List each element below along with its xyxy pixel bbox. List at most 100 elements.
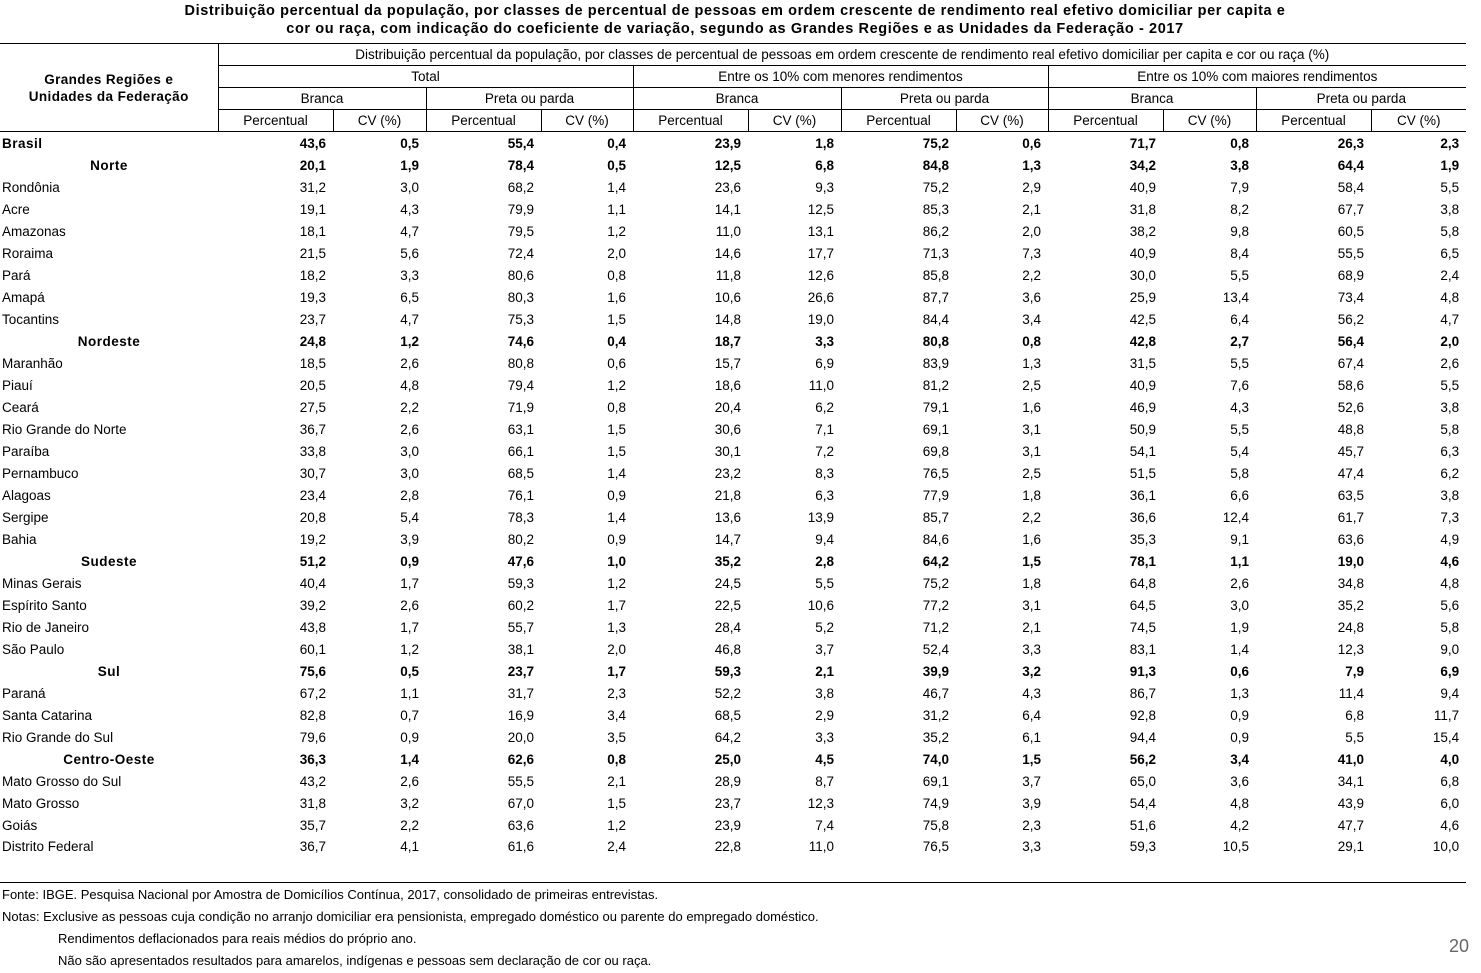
table-cell: 47,7	[1337, 817, 1364, 833]
table-cell: 2,3	[1440, 135, 1460, 151]
source-note: Fonte: IBGE. Pesquisa Nacional por Amost…	[2, 887, 659, 902]
table-cell: 3,3	[1022, 641, 1041, 657]
table-cell: 54,1	[1129, 443, 1156, 459]
table-cell: 68,5	[507, 465, 534, 481]
table-cell: 64,2	[714, 729, 741, 745]
table-cell: 51,6	[1129, 817, 1156, 833]
table-cell: 1,1	[1230, 553, 1249, 569]
table-cell: 8,2	[1230, 201, 1249, 217]
table-cell: 25,0	[714, 751, 741, 767]
table-cell: 2,2	[400, 817, 419, 833]
table-cell: 61,7	[1337, 509, 1364, 525]
measure-header: Percentual	[425, 109, 541, 132]
measure-header: Percentual	[840, 109, 956, 132]
table-cell: 13,1	[807, 223, 834, 239]
table-cell: 51,5	[1129, 465, 1156, 481]
table-row: Mato Grosso 31,8 3,2 67,0 1,5 23,7 12,3 74,9 3,9…	[0, 792, 1466, 814]
table-cell: 2,2	[400, 399, 419, 415]
table-cell: 6,5	[1440, 245, 1460, 261]
table-cell: 35,7	[299, 817, 326, 833]
table-cell: 46,9	[1129, 399, 1156, 415]
measure-header: CV (%)	[955, 109, 1048, 132]
table-cell: 13,4	[1222, 289, 1249, 305]
measure-header: Percentual	[217, 109, 333, 132]
table-cell: 1,6	[1022, 531, 1041, 547]
table-cell: 64,4	[1337, 157, 1364, 173]
table-cell: 5,5	[1345, 729, 1364, 745]
measure-header: CV (%)	[1370, 109, 1467, 132]
table-cell: 80,3	[507, 289, 534, 305]
row-label: São Paulo	[2, 641, 65, 657]
measure-header: CV (%)	[1162, 109, 1256, 132]
table-cell: 3,2	[1022, 663, 1041, 679]
table-row: Tocantins 23,7 4,7 75,3 1,5 14,8 19,0 84,4 3,4 42…	[0, 308, 1466, 330]
table-row: Acre 19,1 4,3 79,9 1,1 14,1 12,5 85,3 2,1 31,8 8,2…	[0, 198, 1466, 220]
table-cell: 2,2	[1022, 267, 1041, 283]
table-cell: 21,5	[299, 245, 326, 261]
measure-header: CV (%)	[540, 109, 633, 132]
table-cell: 23,2	[714, 465, 741, 481]
table-cell: 3,3	[815, 729, 834, 745]
table-cell: 27,5	[299, 399, 326, 415]
table-cell: 3,8	[1230, 157, 1249, 173]
table-cell: 52,4	[922, 641, 949, 657]
table-cell: 6,3	[1440, 443, 1460, 459]
row-label: Sul	[97, 663, 121, 679]
table-cell: 8,3	[815, 465, 834, 481]
subgroup-header: Preta ou parda	[840, 87, 1048, 110]
title-line-1: Distribuição percentual da população, po…	[184, 3, 1286, 19]
table-cell: 14,1	[714, 201, 741, 217]
subgroup-header: Preta ou parda	[425, 87, 633, 110]
table-cell: 1,4	[400, 751, 419, 767]
table-cell: 3,5	[607, 729, 626, 745]
table-cell: 2,0	[1440, 333, 1460, 349]
table-cell: 47,6	[507, 553, 534, 569]
table-cell: 1,4	[607, 179, 626, 195]
row-label: Paraná	[2, 685, 46, 701]
table-cell: 6,4	[1230, 311, 1249, 327]
table-cell: 75,2	[922, 179, 949, 195]
table-cell: 24,8	[299, 333, 326, 349]
table-cell: 84,4	[922, 311, 949, 327]
super-header: Distribuição percentual da população, po…	[217, 43, 1467, 66]
table-row: Sergipe 20,8 5,4 78,3 1,4 13,6 13,9 85,7 2,2 36,6…	[0, 506, 1466, 528]
table-cell: 20,5	[299, 377, 326, 393]
table-cell: 19,0	[807, 311, 834, 327]
table-row: Paraíba 33,8 3,0 66,1 1,5 30,1 7,2 69,8 3,1 54,1 5…	[0, 440, 1466, 462]
table-cell: 1,5	[1022, 553, 1041, 569]
row-label: Pernambuco	[2, 465, 79, 481]
table-cell: 3,6	[1022, 289, 1041, 305]
table-cell: 7,3	[1440, 509, 1460, 525]
table-row: Pernambuco 30,7 3,0 68,5 1,4 23,2 8,3 76,5 2,5 51…	[0, 462, 1466, 484]
table-cell: 74,6	[507, 333, 534, 349]
measure-header: Percentual	[1047, 109, 1163, 132]
table-cell: 15,4	[1432, 729, 1460, 745]
table-cell: 2,6	[400, 773, 419, 789]
table-cell: 4,1	[400, 839, 419, 854]
table-cell: 23,9	[714, 817, 741, 833]
table-cell: 46,8	[714, 641, 741, 657]
table-cell: 30,7	[299, 465, 326, 481]
row-header: Grandes Regiões e Unidades da Federação	[0, 43, 218, 132]
table-cell: 52,2	[714, 685, 741, 701]
measure-header: Percentual	[632, 109, 748, 132]
subgroup-header: Branca	[632, 87, 841, 110]
table-cell: 77,2	[922, 597, 949, 613]
table-cell: 64,2	[922, 553, 949, 569]
table-cell: 4,2	[1230, 817, 1249, 833]
table-cell: 1,5	[607, 795, 626, 811]
row-label: Espírito Santo	[2, 597, 87, 613]
table-cell: 2,9	[815, 707, 834, 723]
table-cell: 79,4	[507, 377, 534, 393]
footer-divider	[0, 882, 1466, 883]
table-cell: 11,7	[1433, 707, 1460, 723]
table-cell: 69,1	[922, 421, 949, 437]
row-label: Rio de Janeiro	[2, 619, 90, 635]
table-cell: 12,5	[807, 201, 834, 217]
row-label: Acre	[2, 201, 30, 217]
row-label: Distrito Federal	[2, 839, 94, 854]
table-cell: 75,3	[507, 311, 534, 327]
table-cell: 0,8	[607, 267, 626, 283]
table-cell: 0,9	[400, 729, 419, 745]
table-cell: 1,5	[607, 443, 626, 459]
